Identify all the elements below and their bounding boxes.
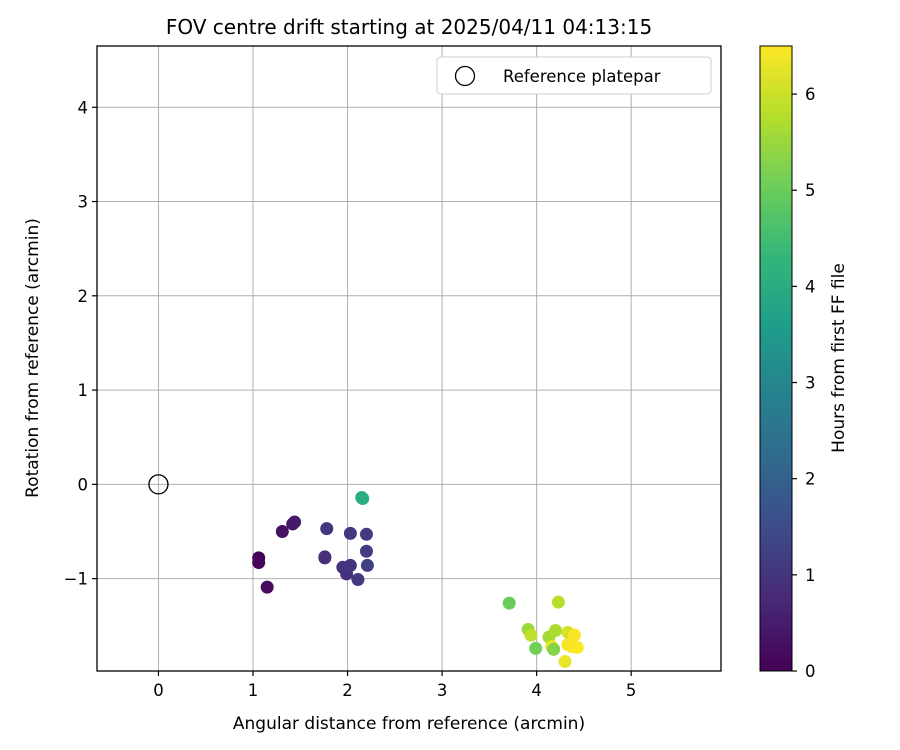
plot-frame	[96, 45, 722, 672]
reference-point-marker	[148, 474, 169, 495]
colorbar-ticks: 0 1 2 3 4 5 6	[792, 85, 816, 681]
legend: Reference platepar	[436, 56, 712, 95]
grid-lines	[97, 46, 721, 671]
x-tick-label: 0	[153, 681, 164, 700]
data-point	[343, 558, 357, 572]
data-point	[359, 544, 373, 558]
data-point	[275, 524, 289, 538]
data-point	[570, 640, 584, 654]
x-tick-label: 1	[248, 681, 259, 700]
x-tick-label: 4	[531, 681, 542, 700]
data-point	[360, 558, 374, 572]
data-point	[549, 623, 563, 637]
legend-marker-icon	[454, 65, 476, 87]
data-point	[320, 522, 334, 536]
data-point	[558, 655, 572, 669]
data-point	[252, 556, 266, 570]
chart-title: FOV centre drift starting at 2025/04/11 …	[166, 15, 652, 39]
data-point	[288, 515, 302, 529]
data-points	[252, 491, 584, 669]
x-tick-label: 3	[437, 681, 448, 700]
data-point	[547, 642, 561, 656]
y-tick-label: 1	[78, 381, 89, 400]
y-axis-label: Rotation from reference (arcmin)	[23, 218, 43, 498]
legend-label: Reference platepar	[503, 67, 661, 86]
colorbar-tick-label: 5	[805, 181, 816, 200]
x-tick-label: 2	[342, 681, 353, 700]
data-point	[318, 551, 332, 565]
data-point	[524, 628, 538, 642]
y-tick-label: −1	[64, 570, 88, 589]
y-tick-label: 0	[78, 475, 89, 494]
x-axis-ticks: 0 1 2 3 4 5	[153, 671, 636, 700]
data-point	[343, 526, 357, 540]
colorbar-tick-label: 2	[805, 470, 816, 489]
data-point	[529, 641, 543, 655]
data-point	[359, 527, 373, 541]
colorbar-label: Hours from first FF file	[829, 263, 849, 453]
data-point	[356, 491, 370, 505]
y-tick-label: 2	[78, 287, 89, 306]
colorbar-tick-label: 3	[805, 374, 816, 393]
colorbar-tick-label: 6	[805, 85, 816, 104]
plot-area	[96, 45, 722, 672]
y-tick-label: 4	[78, 98, 89, 117]
data-point	[260, 580, 274, 594]
y-axis-ticks: −1 0 1 2 3 4	[64, 98, 97, 589]
colorbar-tick-label: 0	[805, 662, 816, 681]
data-point	[551, 595, 565, 609]
reference-marker-group	[148, 474, 169, 495]
colorbar-gradient	[759, 45, 793, 672]
plot-background	[97, 46, 721, 671]
colorbar: 0 1 2 3 4 5 6 Hours from first FF file	[759, 45, 849, 681]
x-tick-label: 5	[626, 681, 637, 700]
data-point	[502, 596, 516, 610]
data-point	[567, 628, 581, 642]
colorbar-tick-label: 1	[805, 566, 816, 585]
colorbar-tick-label: 4	[805, 277, 816, 296]
y-tick-label: 3	[78, 193, 89, 212]
legend-box	[436, 56, 712, 95]
x-axis-label: Angular distance from reference (arcmin)	[233, 714, 585, 734]
data-point	[351, 573, 365, 587]
